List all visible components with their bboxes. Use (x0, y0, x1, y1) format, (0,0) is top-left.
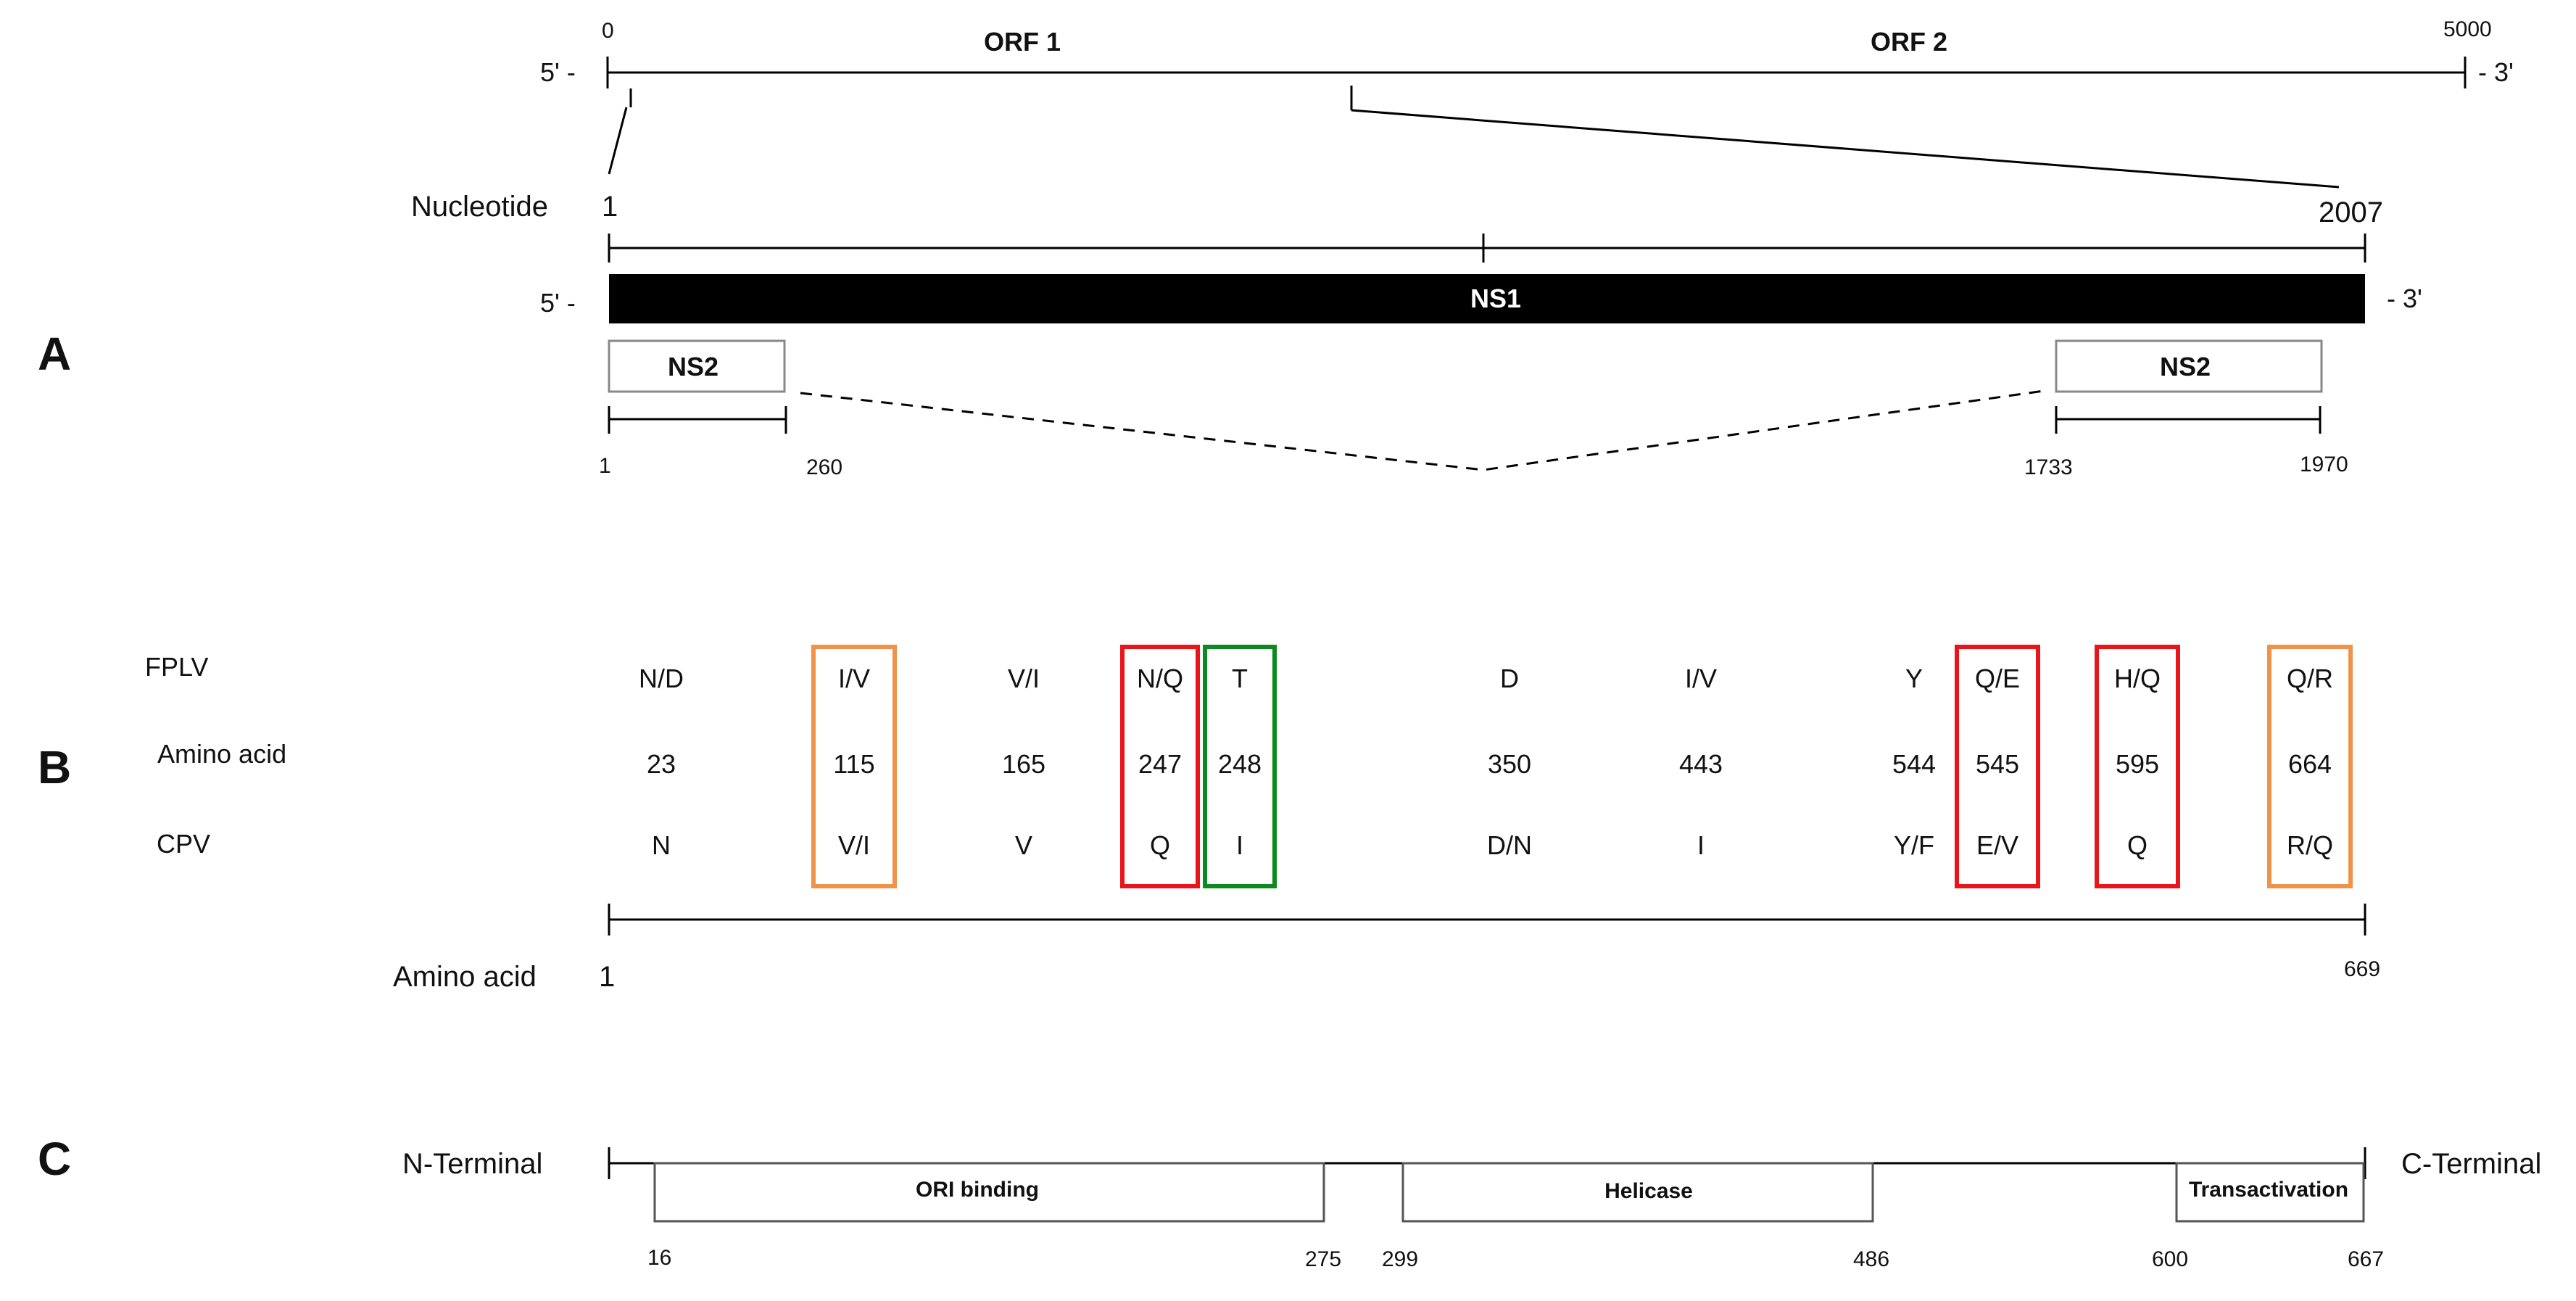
aa-axis-start-label: 1 (599, 961, 615, 993)
row-label-cpv: CPV (157, 829, 210, 859)
ns1-label: NS1 (1470, 284, 1521, 313)
aa-fplv-value: D (1500, 664, 1519, 693)
highlight-box-red (1120, 645, 1200, 888)
ns2-right-start-label: 1733 (2024, 455, 2073, 479)
ns2-right-end-label: 1970 (2300, 453, 2348, 476)
aa-pos-value: 247 (1138, 749, 1182, 779)
aa-cpv-value: Q (1150, 830, 1170, 860)
highlight-box-orange (811, 645, 897, 888)
genome-end-label: 5000 (2443, 17, 2492, 41)
domain-ori-end: 275 (1305, 1247, 1341, 1271)
domain-helicase-start: 299 (1382, 1247, 1418, 1271)
aa-cpv-value: Q (2127, 830, 2148, 860)
genome-map: 0 5000 5' - - 3' ORF 1 ORF 2 (540, 17, 2514, 189)
genome-five-prime-label: 5' - (540, 57, 576, 87)
domain-map: N-Terminal C-Terminal ORI binding Helica… (402, 1147, 2541, 1271)
aa-fplv-value: I/V (838, 664, 870, 693)
zoom-connector-left (608, 107, 628, 175)
aa-cpv-value: I (1236, 830, 1243, 860)
zoom-connector-right (1351, 109, 2340, 189)
domain-helicase-end: 486 (1853, 1247, 1889, 1271)
aa-pos-value: 443 (1679, 749, 1723, 779)
domain-label-transactivation: Transactivation (2189, 1178, 2348, 1202)
aa-fplv-value: I/V (1685, 664, 1717, 693)
aa-pos-value: 115 (833, 749, 874, 779)
domain-ori-start: 16 (647, 1246, 671, 1270)
aa-axis-end-label: 669 (2344, 957, 2380, 981)
nucleotide-end-label: 2007 (2319, 197, 2383, 228)
n-terminal-label: N-Terminal (402, 1148, 542, 1180)
aa-pos-value: 350 (1488, 749, 1531, 779)
orf1-label: ORF 1 (984, 27, 1061, 57)
domain-transactivation-start: 600 (2152, 1247, 2188, 1271)
aa-pos-value: 23 (647, 749, 676, 779)
ns2-right-label: NS2 (2160, 352, 2211, 381)
aa-cpv-value: D/N (1487, 830, 1532, 860)
aa-fplv-value: T (1232, 664, 1248, 693)
aa-fplv-value: Q/R (2287, 664, 2333, 693)
domain-box-helicase (1401, 1162, 1874, 1223)
highlight-box-red (2095, 645, 2180, 888)
ns2-right-box (2055, 339, 2323, 393)
aa-pos-value: 664 (2288, 749, 2332, 779)
genome-three-prime-label: - 3' (2478, 57, 2514, 87)
aa-cpv-value: N (652, 830, 671, 860)
aa-pos-value: 545 (1976, 749, 2019, 779)
aa-fplv-value: Q/E (1975, 664, 2020, 693)
aa-fplv-value: H/Q (2114, 664, 2161, 693)
row-label-fplv: FPLV (145, 652, 208, 682)
ns2-left-label: NS2 (668, 352, 718, 381)
domain-box-ori-binding (653, 1162, 1325, 1223)
panel-label-b: B (38, 741, 71, 793)
ns1-bar (609, 274, 2365, 323)
aa-fplv-value: Y (1905, 664, 1923, 693)
aa-panel: FPLV Amino acid CPV N/D23NI/V115V/IV/I16… (145, 645, 2380, 993)
domain-box-transactivation (2175, 1162, 2365, 1223)
aa-cpv-value: V/I (838, 830, 870, 860)
aa-fplv-value: V/I (1008, 664, 1040, 693)
aa-fplv-value: N/Q (1137, 664, 1183, 693)
aa-axis-label: Amino acid (393, 961, 537, 993)
domain-label-helicase: Helicase (1604, 1179, 1693, 1203)
aa-fplv-value: N/D (639, 664, 684, 693)
ns-five-prime-label: 5' - (540, 288, 576, 318)
panel-label-c: C (38, 1133, 71, 1185)
aa-cpv-value: I (1697, 830, 1705, 860)
aa-pos-value: 544 (1892, 749, 1936, 779)
nucleotide-label: Nucleotide (411, 191, 548, 223)
nucleotide-start-label: 1 (602, 191, 618, 223)
ns-three-prime-label: - 3' (2387, 284, 2422, 313)
row-label-amino-acid: Amino acid (157, 739, 286, 769)
aa-pos-value: 165 (1002, 749, 1045, 779)
highlight-box-green (1203, 645, 1277, 888)
aa-pos-value: 248 (1218, 749, 1262, 779)
aa-columns: N/D 23 N I/V 115 V/I V/I 165 V N/Q 247 Q T 248 I D 350 D/… (639, 664, 2333, 860)
aa-cpv-value: E/V (1976, 830, 2018, 860)
highlight-box-red (1955, 645, 2040, 888)
aa-pos-value: 595 (2116, 749, 2159, 779)
ns2-left-end-label: 260 (806, 455, 842, 479)
panel-label-a: A (38, 328, 71, 380)
ns2-left-start-label: 1 (599, 454, 611, 478)
ns2-left-box (608, 339, 786, 393)
splice-connector (800, 389, 2050, 471)
orf2-label: ORF 2 (1871, 27, 1947, 57)
domain-transactivation-end: 667 (2348, 1247, 2384, 1271)
highlight-boxes (811, 645, 2353, 888)
ns-map: Nucleotide 1 2007 5' - - 3' NS1 NS2 NS2 … (411, 191, 2422, 479)
c-terminal-label: C-Terminal (2401, 1148, 2541, 1180)
genome-start-label: 0 (602, 19, 614, 43)
aa-cpv-value: V (1015, 830, 1032, 860)
aa-cpv-value: R/Q (2287, 830, 2333, 860)
highlight-box-orange (2267, 645, 2353, 888)
domain-label-ori-binding: ORI binding (916, 1178, 1039, 1202)
aa-cpv-value: Y/F (1894, 830, 1934, 860)
